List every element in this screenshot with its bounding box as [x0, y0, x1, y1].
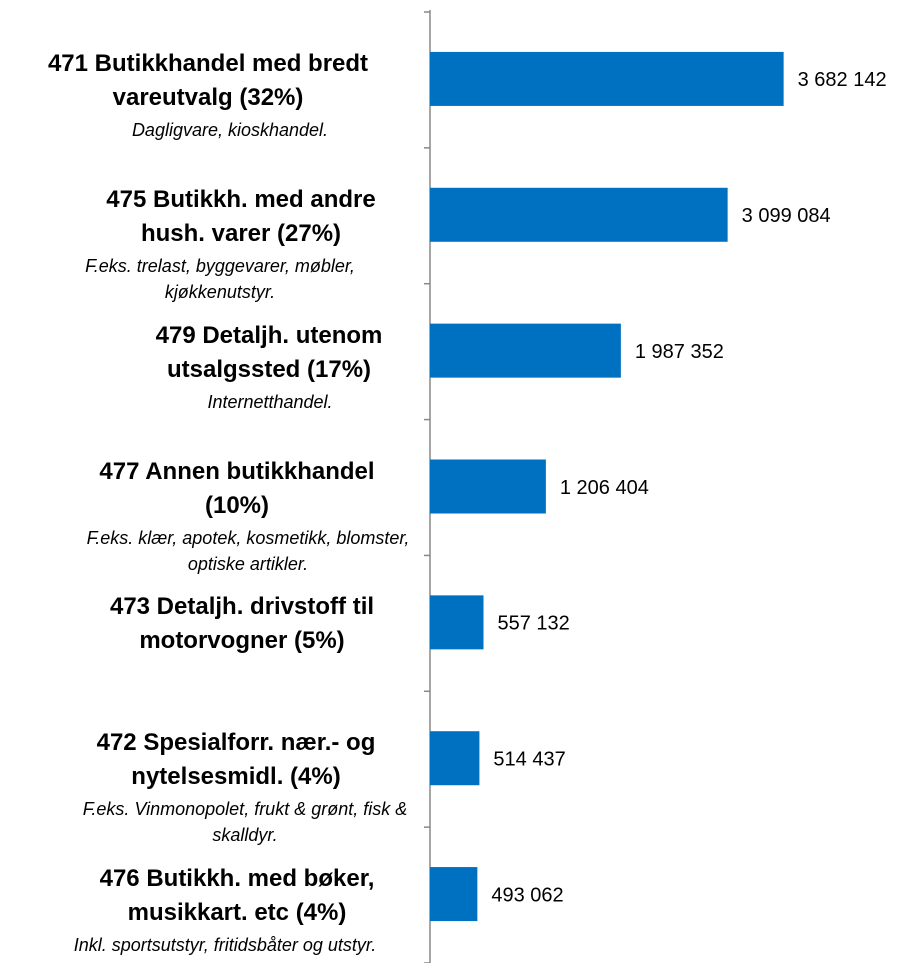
category-label: 473 Detaljh. drivstoff til motorvogner (…	[109, 593, 375, 655]
value-label: 3 099 084	[742, 205, 831, 227]
value-label: 1 987 352	[635, 341, 724, 363]
value-label: 493 062	[491, 884, 563, 906]
category-label: 476 Butikkh. med bøker, musikkart. etc (…	[99, 865, 375, 927]
category-description: F.eks. trelast, byggevarer, møbler, kjøk…	[85, 255, 355, 302]
value-label: 557 132	[498, 613, 570, 635]
bar	[430, 731, 480, 786]
category-description: F.eks. klær, apotek, kosmetikk, blomster…	[86, 527, 410, 574]
category-description: Inkl. sportsutstyr, fritidsbåter og utst…	[73, 935, 377, 956]
bar	[430, 187, 728, 242]
bar	[430, 323, 621, 378]
category-description: Internetthandel.	[207, 391, 333, 412]
category-label: 472 Spesialforr. nær.- og nytelsesmidl. …	[96, 729, 376, 791]
bar	[430, 459, 546, 514]
category-label: 479 Detaljh. utenom utsalgssted (17%)	[155, 321, 383, 383]
bar	[430, 595, 484, 650]
category-description: Dagligvare, kioskhandel.	[131, 119, 329, 140]
value-label: 1 206 404	[560, 477, 649, 499]
bar	[430, 51, 784, 106]
category-label: 477 Annen butikkhandel (10%)	[99, 457, 375, 519]
value-label: 514 437	[493, 748, 565, 770]
value-label: 3 682 142	[798, 69, 887, 91]
category-label: 471 Butikkhandel med bredt vareutvalg (3…	[47, 49, 369, 111]
category-label: 475 Butikkh. med andre hush. varer (27%)	[106, 185, 376, 247]
bar	[430, 867, 478, 922]
category-description: F.eks. Vinmonopolet, frukt & grønt, fisk…	[82, 799, 408, 846]
